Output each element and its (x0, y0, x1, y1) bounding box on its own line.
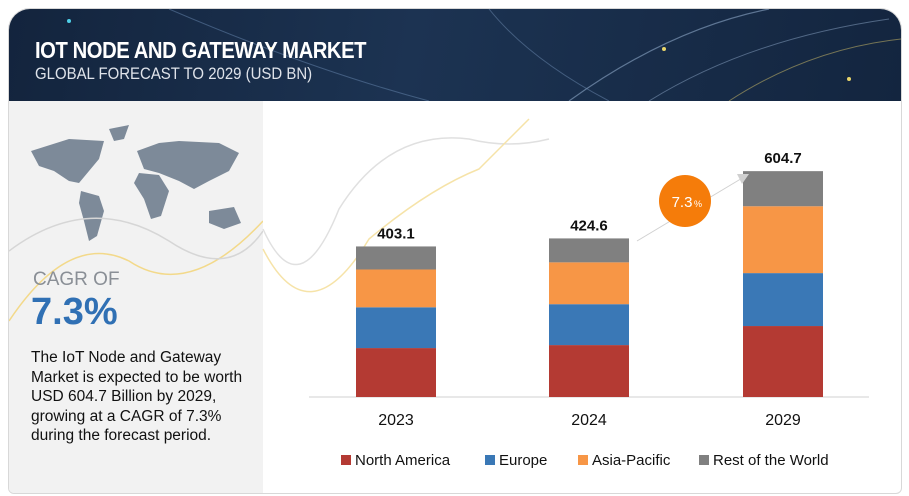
legend-label: Europe (499, 452, 547, 469)
stacked-bar-chart: 403.1 2023 424.6 2024 604.7 2029 7.3 % North … (262, 118, 869, 469)
bar-segment-europe-2023 (356, 307, 436, 349)
cagr-bubble-unit: % (694, 199, 702, 209)
decorative-curves (9, 217, 263, 322)
page-subtitle: GLOBAL FORECAST TO 2029 (USD BN) (35, 64, 313, 83)
arrow-head-icon (737, 174, 749, 184)
market-description: The IoT Node and Gateway Market is expec… (31, 349, 243, 444)
cagr-label: CAGR OF (33, 269, 120, 290)
summary-panel: CAGR OF 7.3% The IoT Node and Gateway Ma… (9, 101, 263, 493)
world-map-icon (31, 125, 241, 241)
bar-segment-rest-of-the-world-2029 (743, 171, 823, 207)
bar-segment-north-america-2024 (549, 345, 629, 397)
cagr-bubble-value: 7.3 (672, 194, 693, 211)
bar-segment-rest-of-the-world-2023 (356, 246, 436, 270)
page-title: IOT NODE AND GATEWAY MARKET (35, 37, 367, 63)
legend-label: North America (355, 452, 451, 469)
bar-segment-asia-pacific-2029 (743, 206, 823, 274)
legend-label: Rest of the World (713, 452, 829, 469)
bar-segment-rest-of-the-world-2024 (549, 238, 629, 263)
infographic-card: IOT NODE AND GATEWAY MARKET GLOBAL FOREC… (8, 8, 902, 494)
header-banner: IOT NODE AND GATEWAY MARKET GLOBAL FOREC… (9, 9, 901, 101)
x-tick-2024: 2024 (571, 412, 607, 429)
cagr-bubble (659, 175, 711, 227)
legend-swatch (578, 455, 588, 465)
legend-label: Asia-Pacific (592, 452, 671, 469)
x-tick-2023: 2023 (378, 412, 414, 429)
x-tick-2029: 2029 (765, 412, 801, 429)
bar-segment-north-america-2023 (356, 348, 436, 397)
bar-segment-europe-2024 (549, 304, 629, 346)
cagr-value: 7.3% (31, 291, 118, 333)
legend-swatch (341, 455, 351, 465)
bar-segment-asia-pacific-2023 (356, 269, 436, 308)
network-lines-decoration (67, 9, 901, 101)
bar-segment-north-america-2029 (743, 326, 823, 397)
total-label-2029: 604.7 (764, 150, 802, 167)
legend-swatch (699, 455, 709, 465)
total-label-2023: 403.1 (377, 225, 415, 242)
total-label-2024: 424.6 (570, 217, 608, 234)
bar-segment-europe-2029 (743, 273, 823, 327)
legend-swatch (485, 455, 495, 465)
bar-segment-asia-pacific-2024 (549, 262, 629, 305)
